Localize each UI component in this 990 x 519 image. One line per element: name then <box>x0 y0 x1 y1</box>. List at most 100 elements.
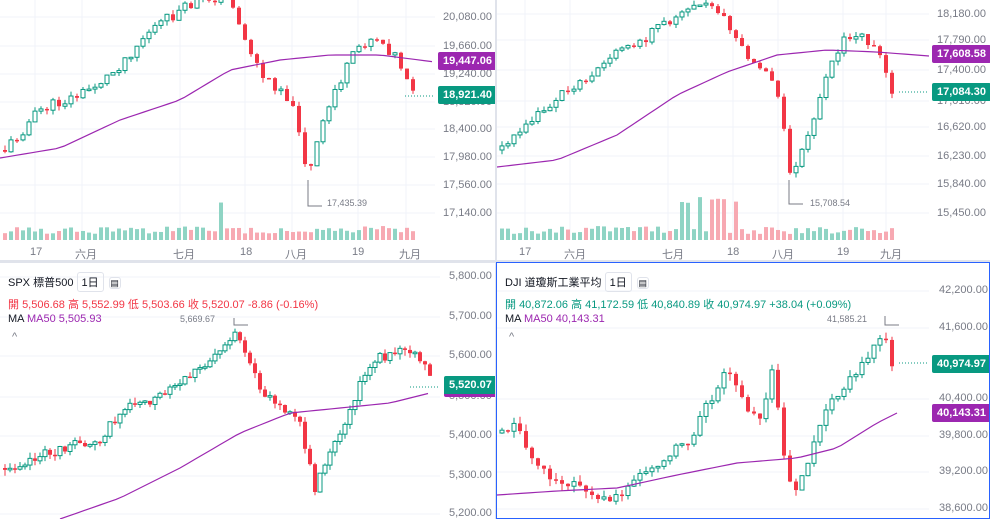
open-label: 開 <box>505 299 516 311</box>
candle-body <box>566 90 570 93</box>
pane-divider-horizontal[interactable] <box>0 260 990 263</box>
extreme-marker-line <box>307 180 322 207</box>
candle-body <box>411 79 415 91</box>
candles-top-left[interactable] <box>0 0 495 260</box>
candle-body <box>368 38 374 47</box>
candle-body <box>788 128 792 173</box>
volume-bar <box>860 228 864 240</box>
candle-body <box>278 88 284 92</box>
candle-body <box>303 132 307 165</box>
last-price-tag: 18,921.40 <box>438 86 495 104</box>
volume-bar <box>650 231 654 240</box>
volume-bar <box>189 229 193 240</box>
chart-pane-spx[interactable]: SPX 標普500 1日 ▤ 開 5,506.68 高 5,552.99 低 5… <box>0 263 495 519</box>
candle-body <box>823 76 829 99</box>
candle-body <box>8 139 14 153</box>
volume-bar <box>255 232 259 240</box>
candle-body <box>194 0 200 9</box>
volume-bar <box>201 227 205 240</box>
candle-body <box>782 407 786 456</box>
candle-body <box>207 360 213 368</box>
chart-pane-dji[interactable]: DJI 道瓊斯工業平均 1日 ▤ 開 40,872.06 高 41,172.59… <box>497 263 990 519</box>
candle-body <box>309 164 313 166</box>
volume-bar <box>830 233 834 240</box>
pane-divider-vertical[interactable] <box>495 0 497 519</box>
candle-body <box>26 121 32 136</box>
candle-body <box>799 148 805 167</box>
candle-body <box>511 134 517 145</box>
candle-body <box>752 411 756 414</box>
ohlc-row: 開 5,506.68 高 5,552.99 低 5,503.66 收 5,520… <box>8 296 318 312</box>
volume-bar <box>890 228 894 240</box>
ma50-line <box>497 49 930 168</box>
symbol-ticker[interactable]: SPX <box>8 277 31 289</box>
volume-bar <box>219 202 223 240</box>
candle-body <box>632 45 636 47</box>
volume-bar <box>81 230 85 240</box>
volume-bar <box>129 227 133 240</box>
candle-body <box>859 33 865 38</box>
volume-bar <box>812 231 816 240</box>
collapse-legend-icon[interactable]: ^ <box>12 331 18 343</box>
candle-body <box>122 57 128 72</box>
candle-body <box>673 16 679 25</box>
volume-bar <box>147 233 151 240</box>
candle-body <box>176 9 182 21</box>
volume-bar <box>231 228 235 240</box>
candle-body <box>87 443 93 447</box>
candle-body <box>177 383 183 386</box>
candle-body <box>42 449 48 458</box>
candle-body <box>673 444 679 457</box>
candle-body <box>408 349 412 354</box>
high-value: 41,172.59 <box>585 299 635 311</box>
candle-body <box>643 471 649 474</box>
ma-legend[interactable]: MA MA50 40,143.31 <box>505 313 605 325</box>
candle-body <box>523 123 529 133</box>
candle-body <box>566 483 570 487</box>
volume-bar <box>710 199 714 240</box>
interval-chip[interactable]: 1日 <box>76 272 104 292</box>
collapse-legend-icon[interactable]: ^ <box>509 331 515 343</box>
candle-body <box>872 45 876 47</box>
candle-body <box>80 88 86 99</box>
candle-body <box>222 344 228 352</box>
candles-top-right[interactable] <box>497 0 990 260</box>
interval-chip[interactable]: 1日 <box>604 272 632 292</box>
volume-bar <box>884 231 888 240</box>
candle-body <box>853 36 859 40</box>
data-window-icon[interactable]: ▤ <box>636 277 649 290</box>
price-axis-label: 18,180.00 <box>937 8 986 20</box>
ma-label: MA <box>8 313 24 325</box>
candle-body <box>541 110 547 113</box>
low-value: 5,503.66 <box>141 299 185 311</box>
candle-body <box>722 13 726 17</box>
candle-body <box>387 43 391 55</box>
volume-bar <box>267 233 271 240</box>
chart-pane-top-left[interactable]: 20,080.00 19,660.00 19,240.00 18,820.00 … <box>0 0 495 260</box>
candles-dji[interactable] <box>497 263 990 519</box>
candle-body <box>679 11 685 18</box>
time-axis-label: 七月 <box>173 249 195 260</box>
candle-body <box>613 494 619 502</box>
time-axis-label: 七月 <box>662 249 684 260</box>
candle-body <box>197 367 203 370</box>
ma-legend[interactable]: MA MA50 5,505.93 <box>8 313 102 325</box>
volume-bar <box>872 230 876 240</box>
volume-bar <box>578 232 582 240</box>
volume-bar <box>369 227 373 240</box>
candle-body <box>267 395 273 398</box>
price-axis-label: 5,700.00 <box>449 310 492 322</box>
candle-body <box>232 331 238 342</box>
candle-body <box>418 352 422 362</box>
data-window-icon[interactable]: ▤ <box>108 277 121 290</box>
candles-spx[interactable] <box>0 263 495 519</box>
volume-bar <box>746 233 750 240</box>
candle-body <box>716 6 720 14</box>
volume-bar <box>548 228 552 240</box>
candle-body <box>734 30 738 39</box>
candle-body <box>207 0 211 1</box>
volume-bar <box>123 230 127 240</box>
candle-body <box>559 90 565 101</box>
symbol-ticker[interactable]: DJI <box>505 277 522 289</box>
chart-pane-top-right[interactable]: 18,180.00 17,790.00 17,400.00 17,010.00 … <box>497 0 990 260</box>
